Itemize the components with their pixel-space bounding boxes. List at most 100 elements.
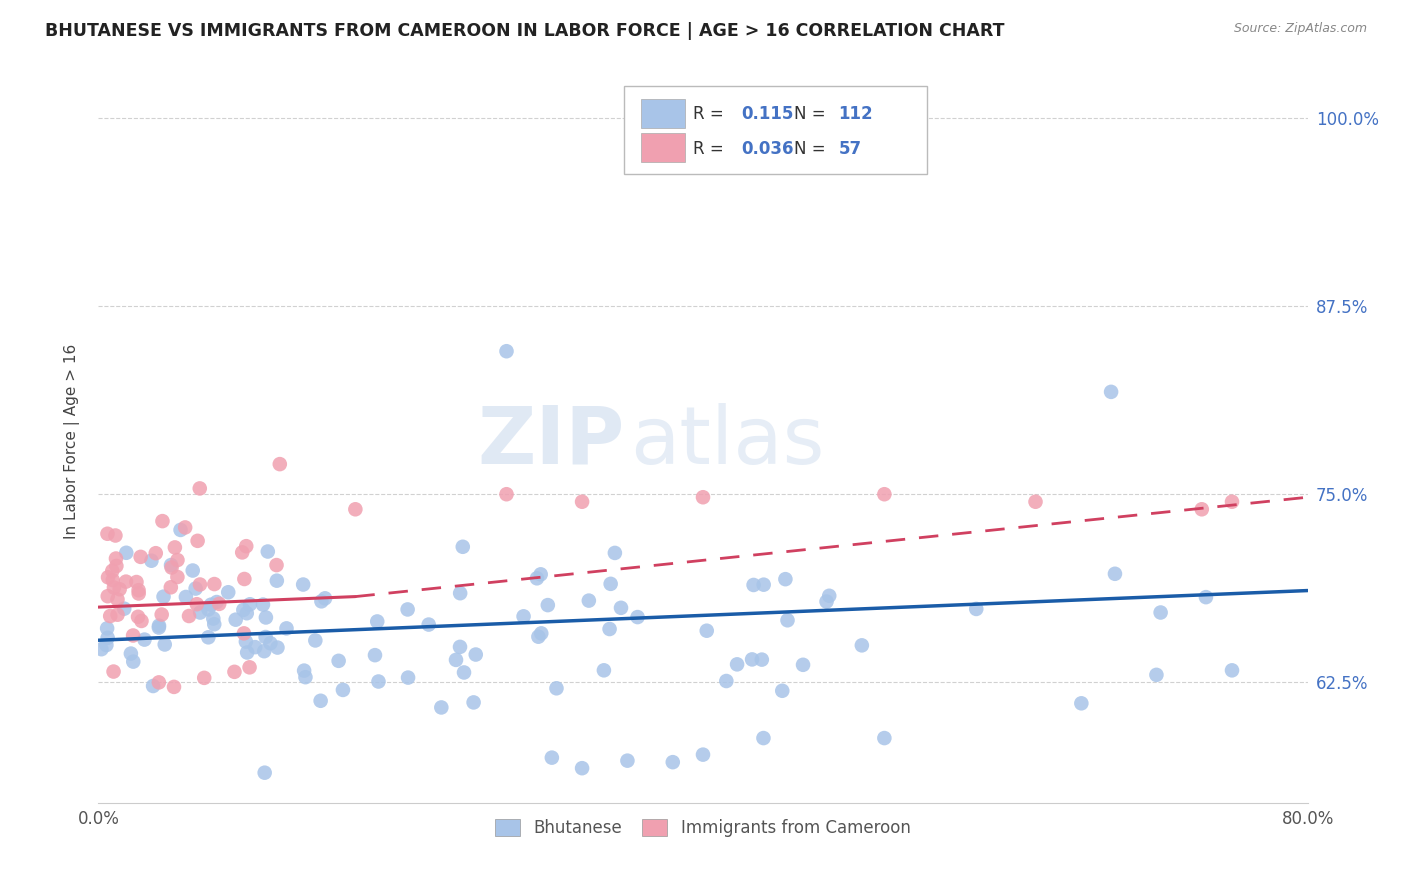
Point: [599, 577, 621, 591]
Point: [451, 540, 474, 554]
Point: [603, 546, 626, 560]
Point: [235, 634, 257, 648]
Point: [97, 631, 120, 645]
Point: [184, 582, 207, 596]
Point: [367, 674, 389, 689]
Point: [259, 636, 281, 650]
Text: R =: R =: [693, 140, 724, 158]
Point: [233, 572, 256, 586]
Point: [725, 657, 748, 672]
Point: [741, 652, 763, 666]
Point: [593, 663, 616, 677]
Point: [112, 601, 135, 615]
Point: [1191, 502, 1213, 516]
Point: [202, 577, 225, 591]
Point: [217, 585, 239, 599]
Point: [276, 621, 298, 635]
Point: [103, 581, 125, 595]
Point: [266, 558, 288, 573]
Point: [266, 574, 288, 588]
Point: [253, 644, 276, 658]
Point: [174, 590, 197, 604]
Point: [125, 575, 148, 590]
Text: N =: N =: [793, 140, 825, 158]
Point: [128, 586, 150, 600]
Point: [148, 675, 170, 690]
Point: [254, 630, 277, 644]
FancyBboxPatch shape: [624, 86, 927, 174]
Point: [122, 628, 145, 642]
Point: [105, 558, 128, 573]
Point: [152, 514, 174, 528]
Point: [187, 533, 209, 548]
Point: [231, 545, 253, 559]
Point: [314, 591, 336, 606]
Point: [1070, 696, 1092, 710]
Point: [851, 638, 873, 652]
Point: [463, 695, 485, 709]
Point: [578, 593, 600, 607]
Point: [163, 541, 186, 555]
Point: [294, 670, 316, 684]
Point: [239, 597, 262, 611]
Point: [696, 624, 718, 638]
Point: [152, 590, 174, 604]
Point: [205, 595, 228, 609]
Point: [495, 487, 517, 501]
Point: [90, 642, 112, 657]
Point: [464, 648, 486, 662]
Point: [571, 761, 593, 775]
Point: [225, 613, 247, 627]
Point: [540, 750, 562, 764]
Point: [186, 597, 208, 611]
Point: [128, 583, 150, 598]
Point: [311, 594, 333, 608]
Point: [742, 578, 765, 592]
Point: [150, 607, 173, 622]
Point: [1024, 494, 1046, 508]
Point: [163, 680, 186, 694]
Point: [131, 614, 153, 628]
Point: [208, 597, 231, 611]
Point: [1144, 668, 1167, 682]
Point: [304, 633, 326, 648]
Point: [418, 617, 440, 632]
Point: [96, 638, 118, 652]
Point: [366, 615, 388, 629]
Point: [546, 681, 568, 696]
Point: [233, 626, 256, 640]
Text: 57: 57: [838, 140, 862, 158]
Point: [200, 598, 222, 612]
Point: [148, 621, 170, 635]
Point: [254, 610, 277, 624]
Point: [752, 577, 775, 591]
Text: BHUTANESE VS IMMIGRANTS FROM CAMEROON IN LABOR FORCE | AGE > 16 CORRELATION CHAR: BHUTANESE VS IMMIGRANTS FROM CAMEROON IN…: [45, 22, 1004, 40]
Point: [107, 592, 129, 607]
Point: [396, 602, 419, 616]
Point: [453, 665, 475, 680]
Point: [181, 564, 204, 578]
Point: [530, 567, 553, 582]
Point: [253, 765, 276, 780]
Text: ZIP: ZIP: [477, 402, 624, 481]
Point: [153, 638, 176, 652]
FancyBboxPatch shape: [641, 133, 685, 162]
Point: [266, 640, 288, 655]
Point: [236, 606, 259, 620]
Point: [243, 640, 266, 654]
Point: [98, 609, 121, 624]
Point: [145, 546, 167, 560]
Point: [269, 457, 291, 471]
Point: [256, 544, 278, 558]
Point: [174, 520, 197, 534]
Point: [571, 494, 593, 508]
Point: [177, 609, 200, 624]
Text: 112: 112: [838, 104, 873, 122]
Point: [537, 598, 560, 612]
Point: [148, 618, 170, 632]
Point: [1099, 384, 1122, 399]
Point: [449, 586, 471, 600]
Point: [188, 482, 211, 496]
Point: [120, 647, 142, 661]
Point: [530, 626, 553, 640]
